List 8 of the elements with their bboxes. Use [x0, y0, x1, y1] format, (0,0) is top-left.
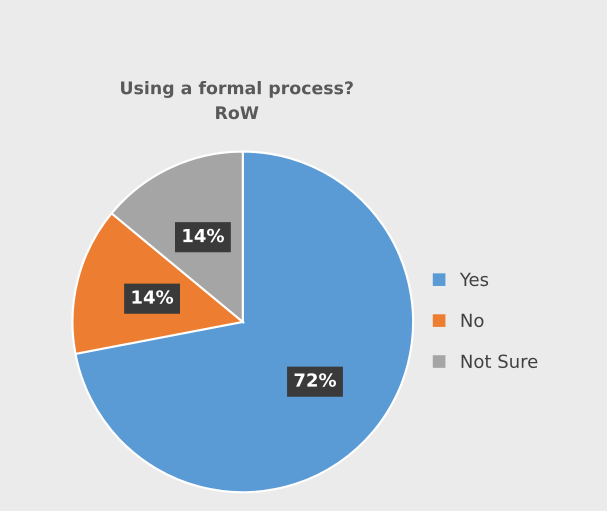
data-label: 14%	[183, 228, 224, 242]
data-label: 14%	[132, 290, 174, 304]
legend-label: Yes	[460, 272, 488, 286]
legend-label: Not Sure	[462, 354, 538, 368]
data-label: 72%	[294, 373, 336, 387]
chart-title: Using a formal process? RoW	[121, 80, 353, 120]
pie-slice	[74, 150, 414, 494]
legend-label: No	[462, 314, 484, 328]
